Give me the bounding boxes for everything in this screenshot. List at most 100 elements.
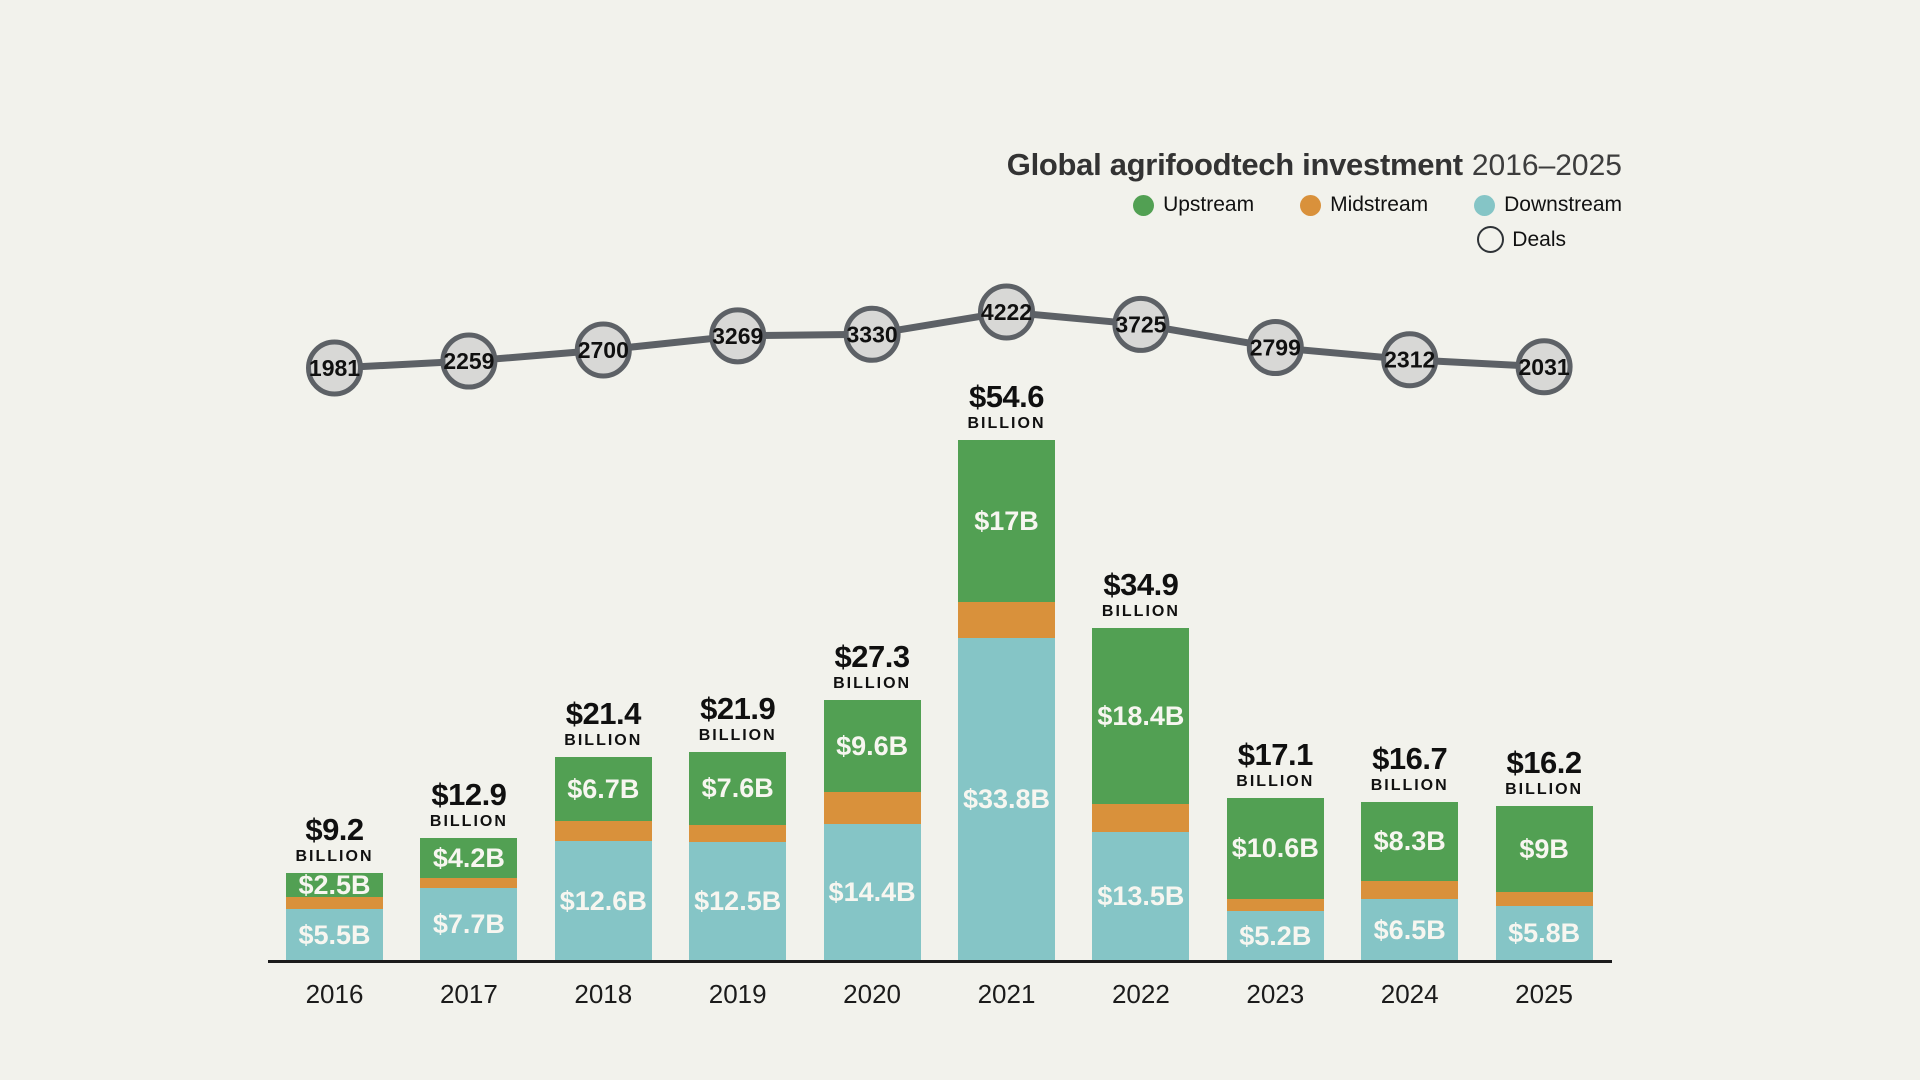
segment-value-label: $10.6B	[1231, 833, 1319, 863]
legend-deals-row: Deals	[1477, 226, 1566, 254]
x-axis-label-2025: 2025	[1515, 979, 1574, 1009]
deals-circle-icon	[1246, 319, 1304, 377]
bar-segment-midstream-2024	[1361, 881, 1459, 899]
total-label-2020: $27.3 BILLION	[782, 640, 962, 692]
deals-circle-icon	[1515, 338, 1573, 396]
deals-count: 2312	[1384, 347, 1435, 373]
bar-segment-downstream-2022: $13.5B	[1092, 832, 1190, 961]
bar-segment-midstream-2025	[1495, 892, 1593, 906]
segment-value-label: $7.6B	[701, 773, 774, 803]
deals-marker-2018: 2700	[574, 321, 632, 379]
bar-segment-downstream-2023: $5.2B	[1226, 911, 1324, 961]
segment-value-label: $9.6B	[836, 730, 909, 761]
bar-segment-midstream-2017	[420, 878, 518, 888]
total-unit: BILLION	[564, 731, 643, 749]
deals-count: 2700	[578, 337, 629, 363]
upstream-dot-icon	[1133, 194, 1155, 216]
deals-circle-icon	[978, 283, 1035, 341]
x-axis-label-2021: 2021	[977, 979, 1036, 1009]
total-amount: $34.9	[1103, 567, 1179, 602]
total-label-2022: $34.9 BILLION	[1051, 567, 1231, 620]
segment-value-label: $2.5B	[298, 869, 371, 900]
x-axis-label-2023: 2023	[1246, 979, 1305, 1009]
deals-marker-2017: 2259	[440, 332, 498, 390]
deals-circle-icon	[709, 307, 767, 365]
deals-count: 2031	[1519, 354, 1570, 380]
segment-value-label: $17B	[974, 505, 1039, 536]
total-amount: $21.9	[700, 691, 776, 726]
segment-value-label: $13.5B	[1097, 881, 1185, 911]
segment-value-label: $8.3B	[1373, 826, 1446, 856]
legend-series-row: Upstream Midstream Downstream	[1133, 193, 1622, 217]
bar-segment-midstream-2020	[823, 792, 921, 824]
bar-segment-downstream-2019: $12.5B	[689, 842, 787, 961]
bar-segment-upstream-2017: $4.2B	[420, 838, 518, 878]
legend-item-label: Downstream	[1504, 193, 1622, 217]
bar-segment-midstream-2016	[286, 897, 383, 909]
segment-value-label: $6.7B	[567, 773, 640, 804]
x-axis-label-2017: 2017	[439, 979, 498, 1009]
total-amount: $16.2	[1506, 745, 1583, 780]
deals-count: 3269	[712, 323, 763, 349]
bar-segment-upstream-2021: $17B	[958, 440, 1055, 602]
deals-marker-2016: 1981	[306, 339, 363, 397]
total-amount: $21.4	[565, 696, 642, 731]
deals-connector-line	[334, 308, 1545, 372]
bar-segment-downstream-2021: $33.8B	[958, 638, 1055, 961]
total-label-2016: $9.2 BILLION	[245, 812, 425, 865]
bar-segment-midstream-2023	[1226, 899, 1324, 911]
deals-circle-icon	[843, 305, 901, 363]
downstream-dot-icon	[1474, 194, 1496, 216]
bar-segment-upstream-2019: $7.6B	[689, 752, 787, 825]
legend-item-label: Upstream	[1163, 193, 1255, 217]
segment-value-label: $5.8B	[1508, 918, 1581, 948]
total-label-2017: $12.9 BILLION	[379, 777, 559, 830]
deals-marker-2019: 3269	[709, 307, 767, 365]
x-axis-line	[268, 960, 1612, 963]
deals-marker-2020: 3330	[843, 305, 901, 363]
x-axis-label-2024: 2024	[1380, 979, 1439, 1009]
total-unit: BILLION	[967, 414, 1046, 432]
chart-header: Global agrifoodtech investment 2016–2025 …	[1007, 147, 1622, 254]
total-unit: BILLION	[295, 847, 374, 865]
total-amount: $17.1	[1237, 737, 1314, 772]
bar-segment-downstream-2024: $6.5B	[1361, 899, 1459, 961]
x-axis-label-2020: 2020	[843, 979, 902, 1009]
deals-circle-icon	[306, 339, 363, 397]
deals-circle-icon	[574, 321, 632, 379]
legend-item-downstream: Downstream	[1474, 193, 1622, 217]
bar-segment-upstream-2025: $9B	[1495, 806, 1593, 892]
total-label-2018: $21.4 BILLION	[513, 696, 693, 749]
total-unit: BILLION	[1101, 602, 1180, 620]
chart-subtitle: 2016–2025	[1471, 149, 1622, 182]
deals-marker-2023: 2799	[1246, 319, 1304, 377]
deals-count: 1981	[309, 355, 360, 381]
bar-segment-upstream-2024: $8.3B	[1361, 802, 1459, 881]
total-amount: $9.2	[305, 812, 364, 847]
bar-segment-midstream-2018	[554, 821, 652, 841]
deals-marker-2022: 3725	[1112, 295, 1170, 353]
bar-segment-upstream-2022: $18.4B	[1092, 628, 1190, 804]
total-unit: BILLION	[1370, 776, 1449, 794]
segment-value-label: $12.5B	[694, 886, 782, 916]
deals-count: 3725	[1115, 311, 1166, 337]
deals-marker-2025: 2031	[1515, 338, 1573, 396]
total-unit: BILLION	[429, 812, 508, 830]
total-amount: $12.9	[431, 777, 507, 812]
deals-legend-icon	[1477, 226, 1505, 254]
legend-item-midstream: Midstream	[1300, 193, 1428, 217]
deals-count: 4222	[981, 299, 1032, 325]
x-axis-label-2019: 2019	[708, 979, 767, 1009]
deals-circle-icon	[1381, 331, 1439, 389]
bar-segment-midstream-2019	[689, 825, 787, 842]
segment-value-label: $6.5B	[1373, 914, 1446, 945]
bar-segment-upstream-2018: $6.7B	[554, 757, 652, 821]
segment-value-label: $7.7B	[432, 909, 505, 939]
deals-count: 2799	[1250, 335, 1301, 361]
bar-segment-downstream-2016: $5.5B	[286, 909, 383, 961]
midstream-dot-icon	[1300, 194, 1322, 216]
bar-segment-downstream-2017: $7.7B	[420, 888, 518, 961]
total-amount: $16.7	[1372, 741, 1448, 776]
bar-segment-midstream-2021	[958, 602, 1055, 638]
